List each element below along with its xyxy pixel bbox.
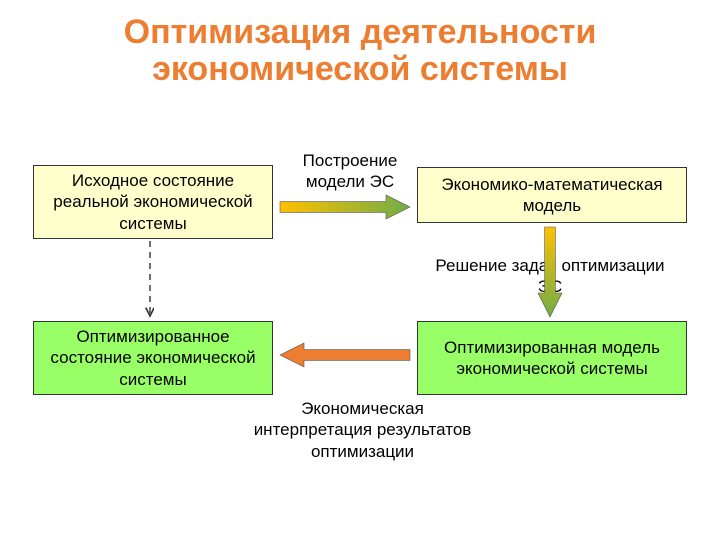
box-optimized-model: Оптимизированная модель экономической си… bbox=[417, 321, 687, 395]
box-econ-model: Экономико-математическая модель bbox=[417, 167, 687, 223]
page-title: Оптимизация деятельности экономической с… bbox=[0, 0, 720, 89]
box-initial-state: Исходное состояние реальной экономическо… bbox=[33, 165, 273, 239]
label-interpretation: Экономическая интерпретация результатов … bbox=[240, 398, 485, 462]
label-solve-tasks: Решение задач оптимизации ЭС bbox=[430, 255, 670, 298]
label-build-model: Построение модели ЭС bbox=[280, 150, 420, 193]
arrow-interpretation bbox=[280, 343, 410, 367]
arrow-build-model bbox=[280, 195, 410, 219]
box-optimized-state: Оптимизированное состояние экономической… bbox=[33, 321, 273, 395]
